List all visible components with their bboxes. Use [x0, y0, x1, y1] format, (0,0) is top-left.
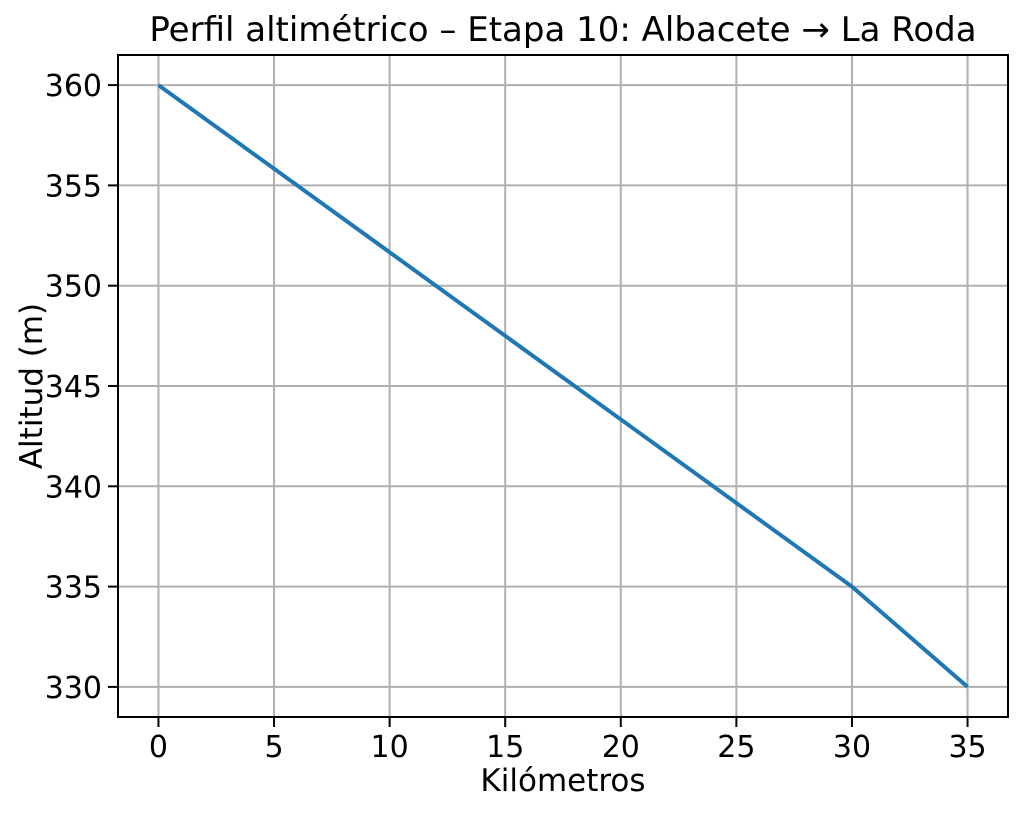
x-tick-label: 5 [264, 730, 283, 765]
y-tick-label: 330 [45, 671, 102, 706]
x-tick-label: 25 [717, 730, 755, 765]
x-tick-label: 10 [371, 730, 409, 765]
y-tick-label: 335 [45, 571, 102, 606]
x-axis-label: Kilómetros [480, 763, 646, 799]
chart-title: Perfil altimétrico – Etapa 10: Albacete … [149, 10, 977, 50]
y-axis-label: Altitud (m) [14, 302, 50, 470]
altitude-line-series [157, 83, 969, 689]
y-tick-label: 345 [45, 370, 102, 405]
y-tick-label: 350 [45, 270, 102, 305]
x-tick-label: 20 [602, 730, 640, 765]
x-tick-label: 35 [948, 730, 986, 765]
y-tick-label: 355 [45, 169, 102, 204]
x-tick-label: 30 [833, 730, 871, 765]
x-tick-label: 0 [149, 730, 168, 765]
x-tick-label: 15 [486, 730, 524, 765]
y-tick-label: 340 [45, 470, 102, 505]
y-tick-label: 360 [45, 69, 102, 104]
